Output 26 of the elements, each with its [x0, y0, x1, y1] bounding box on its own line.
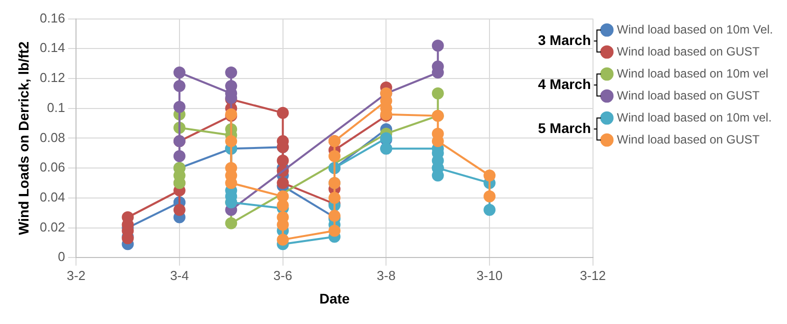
legend-label: Wind load based on GUST	[616, 88, 760, 102]
y-tick-label: 0.08	[40, 130, 66, 145]
x-tick-label: 3-12	[580, 268, 606, 283]
y-tick-label: 0.04	[40, 189, 66, 204]
x-axis-title: Date	[319, 290, 350, 306]
y-tick-label: 0.16	[40, 10, 66, 26]
legend-label: Wind load based on 10m Vel.	[616, 22, 774, 36]
y-axis-title: Wind Loads on Derrick, lb/ft2	[15, 41, 32, 235]
x-tick-label: 3-6	[273, 268, 292, 283]
legend-label: Wind load based on 10m vel	[616, 66, 768, 80]
y-tick-label: 0.1	[47, 100, 66, 115]
legend-label: Wind load based on GUST	[616, 132, 760, 146]
legend-label: Wind load based on 10m vel.	[616, 110, 772, 124]
legend-label: Wind load based on GUST	[616, 44, 760, 58]
x-tick-label: 3-8	[376, 268, 396, 283]
x-tick-label: 3-10	[476, 268, 503, 283]
x-tick-label: 3-4	[170, 268, 189, 283]
annotation: 5 March	[538, 120, 591, 136]
y-tick-label: 0	[58, 249, 66, 264]
x-tick-label: 3-2	[66, 268, 86, 283]
y-tick-label: 0.02	[40, 219, 66, 234]
y-tick-label: 0.12	[40, 70, 66, 86]
annotation: 3 March	[538, 32, 591, 48]
y-tick-label: 0.14	[40, 40, 66, 56]
annotation: 4 March	[538, 76, 591, 92]
y-tick-label: 0.06	[40, 160, 66, 175]
